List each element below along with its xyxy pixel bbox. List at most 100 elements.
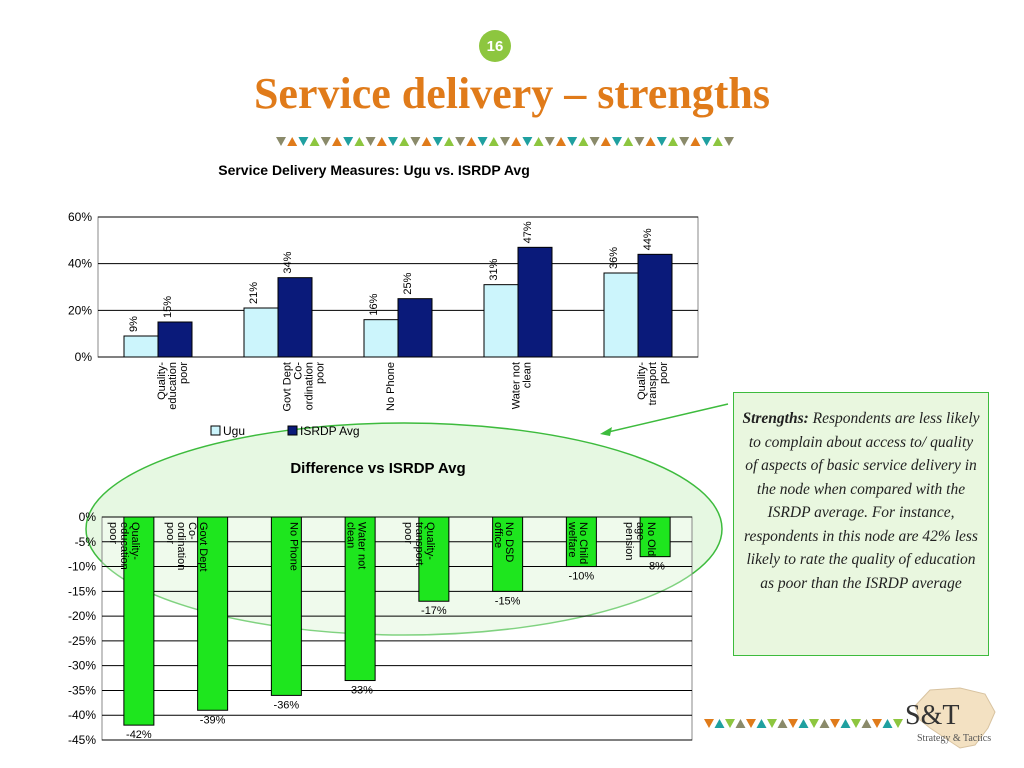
border-triangle [701, 137, 712, 146]
ugu-bar [363, 319, 399, 358]
ugu-bar [483, 284, 519, 358]
difference-bar [123, 516, 155, 726]
logo-tagline: Strategy & Tactics [917, 733, 992, 744]
border-triangle [725, 719, 735, 728]
bar-data-label: 21% [248, 282, 260, 304]
x-category-label: Quality-transportpoor [402, 522, 436, 565]
border-triangle [399, 137, 410, 146]
x-category-label: Quality-transportpoor [636, 362, 670, 406]
ugu-bar [243, 307, 279, 358]
border-triangle [714, 719, 725, 728]
comparison-chart: Service Delivery Measures: Ugu vs. ISRDP… [68, 162, 699, 438]
ugu-bar [123, 335, 159, 358]
x-category-label: No Oldagepension [623, 522, 657, 561]
bar-data-label: 36% [608, 247, 620, 269]
page-number-badge: 16 [479, 30, 511, 62]
border-triangle [320, 137, 331, 146]
callout-connector [603, 403, 729, 434]
isrdp-bar [517, 246, 553, 358]
border-triangle [712, 137, 723, 146]
difference-data-label: -42% [126, 729, 152, 741]
border-triangle [500, 137, 510, 146]
chart2-y-tick-label: -15% [68, 584, 96, 598]
difference-bar [492, 516, 524, 592]
bar-data-label: 31% [488, 258, 500, 280]
border-triangle [746, 719, 756, 728]
border-triangle [798, 719, 809, 728]
border-triangle [634, 137, 645, 146]
border-triangle [556, 137, 566, 146]
bar-data-label: 15% [162, 296, 174, 318]
border-triangle [872, 719, 882, 728]
callout-arrowhead [600, 427, 612, 436]
border-triangle [376, 137, 387, 146]
border-triangle [343, 137, 354, 146]
border-triangle [724, 137, 734, 146]
x-category-label: Water notclean [511, 362, 534, 409]
x-category-label: Quality-educationpoor [107, 522, 141, 570]
x-category-label: No Childwelfare [566, 521, 589, 564]
chart2-y-tick-label: -25% [68, 634, 96, 648]
bar-data-label: 16% [368, 293, 380, 315]
border-triangle [567, 137, 578, 146]
border-triangle [735, 719, 746, 728]
difference-data-label: -10% [569, 571, 595, 583]
difference-bar [565, 516, 597, 568]
border-triangle [544, 137, 555, 146]
border-triangle [589, 137, 600, 146]
border-triangle [767, 719, 777, 728]
legend-label-isrdp: ISRDP Avg [300, 424, 360, 438]
border-triangle [788, 719, 798, 728]
border-triangle [612, 137, 622, 146]
chart2-y-tick-label: -20% [68, 609, 96, 623]
border-triangle [578, 137, 589, 146]
triangle-border-top [276, 137, 734, 146]
difference-data-label: -17% [421, 605, 447, 617]
page-number: 16 [486, 37, 504, 55]
border-triangle [668, 137, 678, 146]
chart1-y-tick-label: 40% [68, 257, 92, 271]
border-triangle [690, 137, 701, 146]
x-category-label: Govt DeptCo-ordinationpoor [164, 522, 209, 572]
bar-data-label: 25% [402, 272, 414, 294]
border-triangle [522, 137, 533, 146]
africa-map-icon [914, 687, 996, 749]
border-triangle [809, 719, 819, 728]
difference-data-label: -36% [274, 699, 300, 711]
chart2-y-tick-label: -35% [68, 683, 96, 697]
callout-heading: Strengths: [742, 410, 809, 427]
border-triangle [851, 719, 861, 728]
chart2-y-tick-label: -30% [68, 659, 96, 673]
strengths-callout: Strengths: Respondents are less likely t… [733, 392, 989, 656]
chart1-y-tick-label: 20% [68, 303, 92, 317]
x-category-label: No DSDoffice [492, 522, 515, 562]
border-triangle [298, 137, 309, 146]
border-triangle [365, 137, 376, 146]
chart1-y-tick-label: 0% [75, 350, 93, 364]
border-triangle [511, 137, 522, 146]
difference-data-label: -39% [200, 714, 226, 726]
bar-data-label: 9% [128, 316, 140, 332]
isrdp-bar [397, 298, 433, 358]
bar-data-label: 44% [642, 228, 654, 250]
border-triangle [287, 137, 298, 146]
legend-swatch-isrdp [287, 425, 298, 436]
border-triangle [861, 719, 872, 728]
callout-body: Respondents are less likely to complain … [744, 410, 980, 592]
border-triangle [645, 137, 656, 146]
x-category-label: Quality-educationpoor [156, 362, 190, 410]
difference-bar [344, 516, 376, 682]
difference-data-label: -15% [495, 595, 521, 607]
border-triangle [656, 137, 667, 146]
border-triangle [444, 137, 454, 146]
bar-data-label: 47% [522, 221, 534, 243]
slide-title: Service delivery – strengths [253, 69, 771, 118]
difference-chart: Difference vs ISRDP Avg 0% -5% -10% -15% -20%… [68, 460, 693, 747]
border-triangle [893, 719, 903, 728]
border-triangle [332, 137, 342, 146]
difference-data-label: -33% [347, 685, 373, 697]
chart2-title: Difference vs ISRDP Avg [290, 460, 465, 477]
border-triangle [830, 719, 840, 728]
chart2-y-tick-label: -40% [68, 708, 96, 722]
